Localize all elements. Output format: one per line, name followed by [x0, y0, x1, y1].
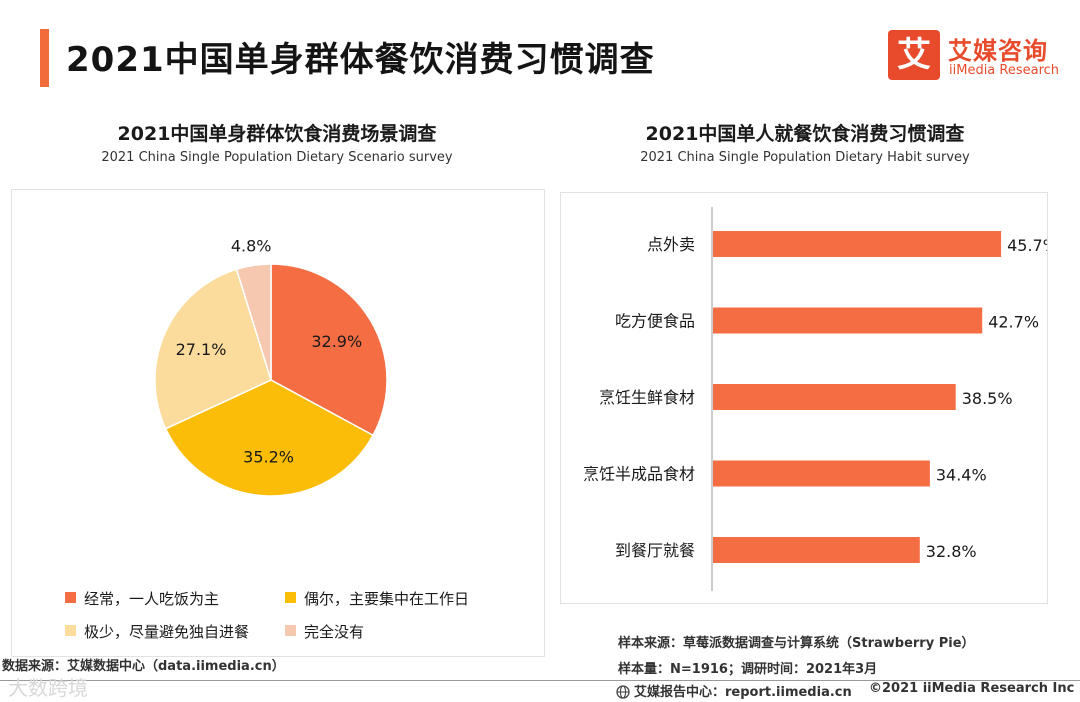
legend-swatch-sometimes	[285, 592, 296, 603]
pie-label-never: 4.8%	[231, 236, 272, 255]
pie-label-often: 32.9%	[311, 332, 362, 351]
logo-name-cn: 艾媒咨询	[948, 37, 1048, 65]
bar-value-label-4: 34.4%	[936, 466, 987, 485]
sample-size: 样本量：N=1916；调研时间：2021年3月	[618, 662, 878, 677]
legend-item-often: 经常，一人吃饭为主	[65, 588, 219, 609]
pie-chart-panel: 32.9% 35.2% 27.1% 4.8% 经常，一人吃饭为主 偶尔，主要集中在工作…	[11, 189, 545, 657]
legend-swatch-rarely	[65, 625, 76, 636]
logo-name-en: iiMedia Research	[949, 63, 1060, 78]
pie-chart: 32.9% 35.2% 27.1% 4.8%	[154, 236, 388, 497]
pie-label-rarely: 27.1%	[176, 340, 227, 359]
bar-chart-panel: 点外卖 45.7% 吃方便食品 42.7% 烹饪生鲜食材 38.5% 烹饪半成品食材 34.4…	[560, 192, 1048, 604]
watermark-text: 大数跨境	[8, 676, 88, 700]
pie-slice-rarely	[154, 268, 272, 430]
copyright: ©2021 iiMedia Research Inc	[869, 681, 1075, 696]
bar-category-label-3: 烹饪生鲜食材	[599, 388, 695, 407]
bar-category-label-2: 吃方便食品	[615, 312, 695, 331]
pie-chart-title: 2021中国单身群体饮食消费场景调查	[117, 123, 437, 145]
globe-icon	[616, 684, 630, 699]
report-center-text: 艾媒报告中心：report.iimedia.cn	[634, 685, 852, 700]
bar-value-label-1: 45.7%	[1007, 236, 1047, 255]
bar-value-label-2: 42.7%	[988, 313, 1039, 332]
sample-source: 样本来源：草莓派数据调查与计算系统（Strawberry Pie）	[618, 636, 975, 651]
report-center: 艾媒报告中心：report.iimedia.cn	[616, 681, 852, 700]
bar-category-label-4: 烹饪半成品食材	[583, 465, 695, 484]
footer-divider	[0, 680, 1080, 681]
legend-item-sometimes: 偶尔，主要集中在工作日	[285, 588, 469, 609]
legend-label-rarely: 极少，尽量避免独自进餐	[84, 623, 250, 641]
pie-slice-often	[270, 263, 388, 437]
bar-value-label-5: 32.8%	[926, 542, 977, 561]
pie-label-sometimes: 35.2%	[243, 448, 294, 467]
data-source: 数据来源：艾媒数据中心（data.iimedia.cn）	[2, 659, 285, 674]
bar-3	[713, 384, 956, 410]
bar-value-label-3: 38.5%	[962, 389, 1013, 408]
pie-chart-subtitle: 2021 China Single Population Dietary Sce…	[101, 150, 453, 165]
bar-4	[713, 460, 930, 487]
bar-category-label-5: 到餐厅就餐	[615, 541, 695, 560]
legend-swatch-often	[65, 592, 76, 603]
legend-label-often: 经常，一人吃饭为主	[84, 590, 220, 608]
legend-item-rarely: 极少，尽量避免独自进餐	[65, 621, 249, 642]
pie-slice-sometimes	[164, 379, 375, 497]
logo-mark: 艾	[888, 30, 940, 80]
pie-slice-never	[235, 263, 272, 381]
iimedia-logo: 艾 艾媒咨询 iiMedia Research	[888, 30, 1068, 82]
title-accent-bar	[40, 29, 49, 87]
bar-chart: 点外卖 45.7% 吃方便食品 42.7% 烹饪生鲜食材 38.5% 烹饪半成品食材 34.4…	[583, 207, 1047, 591]
bar-1	[713, 231, 1002, 257]
bar-chart-title: 2021中国单人就餐饮食消费习惯调查	[645, 123, 965, 145]
legend-swatch-never	[285, 625, 296, 636]
bar-category-label-1: 点外卖	[647, 235, 695, 254]
bar-5	[713, 537, 920, 563]
page-title: 2021中国单身群体餐饮消费习惯调查	[66, 40, 655, 80]
legend-label-sometimes: 偶尔，主要集中在工作日	[304, 590, 470, 608]
bar-2	[713, 307, 983, 334]
legend-item-never: 完全没有	[285, 621, 364, 642]
bar-chart-subtitle: 2021 China Single Population Dietary Hab…	[640, 150, 970, 165]
legend-label-never: 完全没有	[304, 623, 365, 641]
